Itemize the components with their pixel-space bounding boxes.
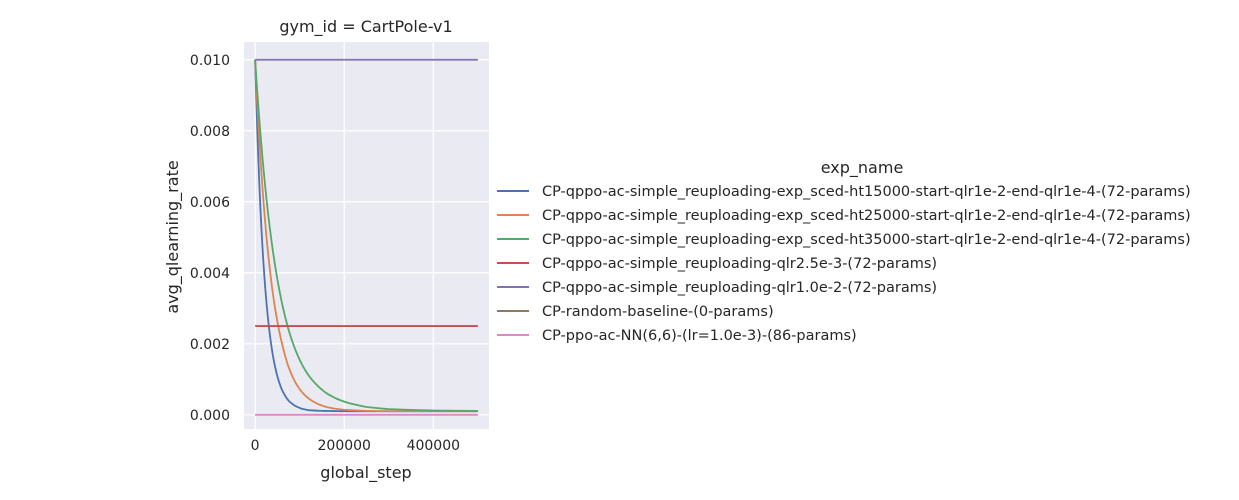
x-axis-label: global_step xyxy=(320,463,411,483)
legend-title: exp_name xyxy=(821,158,904,178)
y-tick-label: 0.004 xyxy=(190,266,230,282)
legend-entry-2: CP-qppo-ac-simple_reuploading-exp_sced-h… xyxy=(542,208,1191,224)
legend-entry-1: CP-qppo-ac-simple_reuploading-exp_sced-h… xyxy=(542,184,1191,200)
series-line-2 xyxy=(254,59,478,413)
series-line-1 xyxy=(254,59,478,413)
y-axis-label: avg_qlearning_rate xyxy=(163,160,183,313)
y-tick-label: 0.010 xyxy=(190,53,230,69)
legend-entry-6: CP-random-baseline-(0-params) xyxy=(542,304,774,320)
legend-entry-7: CP-ppo-ac-NN(6,6)-(lr=1.0e-3)-(86-params… xyxy=(542,328,857,344)
y-axis-ticks: 0.000 0.002 0.004 0.006 0.008 0.010 xyxy=(190,53,230,424)
legend-entry-4: CP-qppo-ac-simple_reuploading-qlr2.5e-3-… xyxy=(542,256,937,272)
x-tick-label: 400000 xyxy=(407,438,460,454)
y-tick-label: 0.000 xyxy=(190,408,230,424)
x-axis-ticks: 0 200000 400000 xyxy=(251,438,460,454)
y-tick-label: 0.008 xyxy=(190,124,230,140)
legend-entry-5: CP-qppo-ac-simple_reuploading-qlr1.0e-2-… xyxy=(542,280,937,296)
legend-entry-3: CP-qppo-ac-simple_reuploading-exp_sced-h… xyxy=(542,232,1191,248)
series-lines xyxy=(254,58,478,416)
series-line-3 xyxy=(254,59,478,412)
legend: exp_name CP-qppo-ac-simple_reuploading-e… xyxy=(497,158,1191,344)
x-tick-label: 200000 xyxy=(318,438,371,454)
chart-title: gym_id = CartPole-v1 xyxy=(279,17,452,37)
plot-area xyxy=(244,42,489,429)
y-tick-label: 0.002 xyxy=(190,337,230,353)
x-tick-label: 0 xyxy=(251,438,260,454)
y-tick-label: 0.006 xyxy=(190,195,230,211)
